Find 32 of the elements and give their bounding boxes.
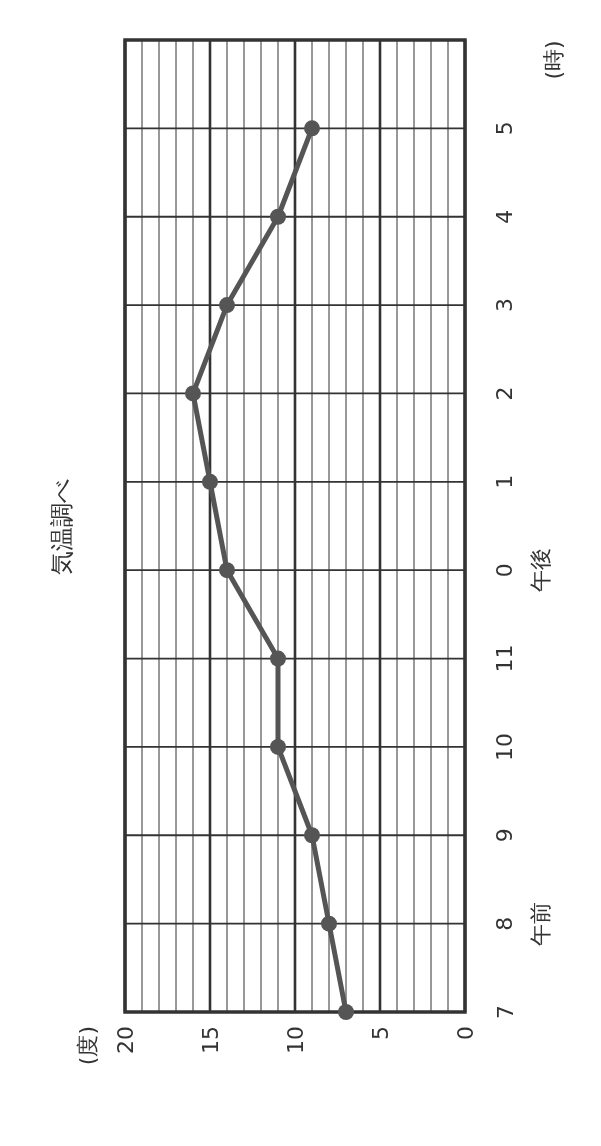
point — [270, 650, 286, 667]
point — [270, 738, 286, 755]
y-tick-label: 11 — [492, 644, 518, 673]
point — [304, 120, 320, 137]
text: (度) — [74, 1026, 100, 1066]
y-tick-label: 7 — [492, 1005, 518, 1019]
y-tick-label: 5 — [492, 121, 518, 136]
point — [270, 208, 286, 225]
x-tick-label: 0 — [452, 1026, 478, 1040]
point — [219, 562, 235, 579]
x-tick-label: 10 — [282, 1026, 308, 1054]
text: 気温調べ — [48, 477, 76, 575]
point — [185, 385, 201, 402]
y-tick-label: 8 — [492, 916, 518, 931]
x-tick-label: 5 — [367, 1026, 393, 1040]
text: 午前 — [528, 901, 554, 946]
y-tick-label: 1 — [492, 474, 518, 489]
point — [304, 827, 320, 844]
x-tick-label: 20 — [112, 1026, 138, 1054]
y-axis-title: (時) — [540, 40, 566, 80]
text: 午後 — [528, 548, 554, 593]
x-tick-label: 15 — [197, 1026, 223, 1054]
y-tick-label: 9 — [492, 828, 518, 843]
y-tick-label: 10 — [492, 732, 518, 761]
y-tick-label: 0 — [492, 563, 518, 578]
point — [219, 297, 235, 314]
point — [202, 473, 218, 490]
y-tick-label: 3 — [492, 298, 518, 313]
y-tick-label: 4 — [492, 209, 518, 224]
point — [321, 915, 337, 932]
y-tick-label: 2 — [492, 386, 518, 401]
point — [338, 1004, 354, 1020]
